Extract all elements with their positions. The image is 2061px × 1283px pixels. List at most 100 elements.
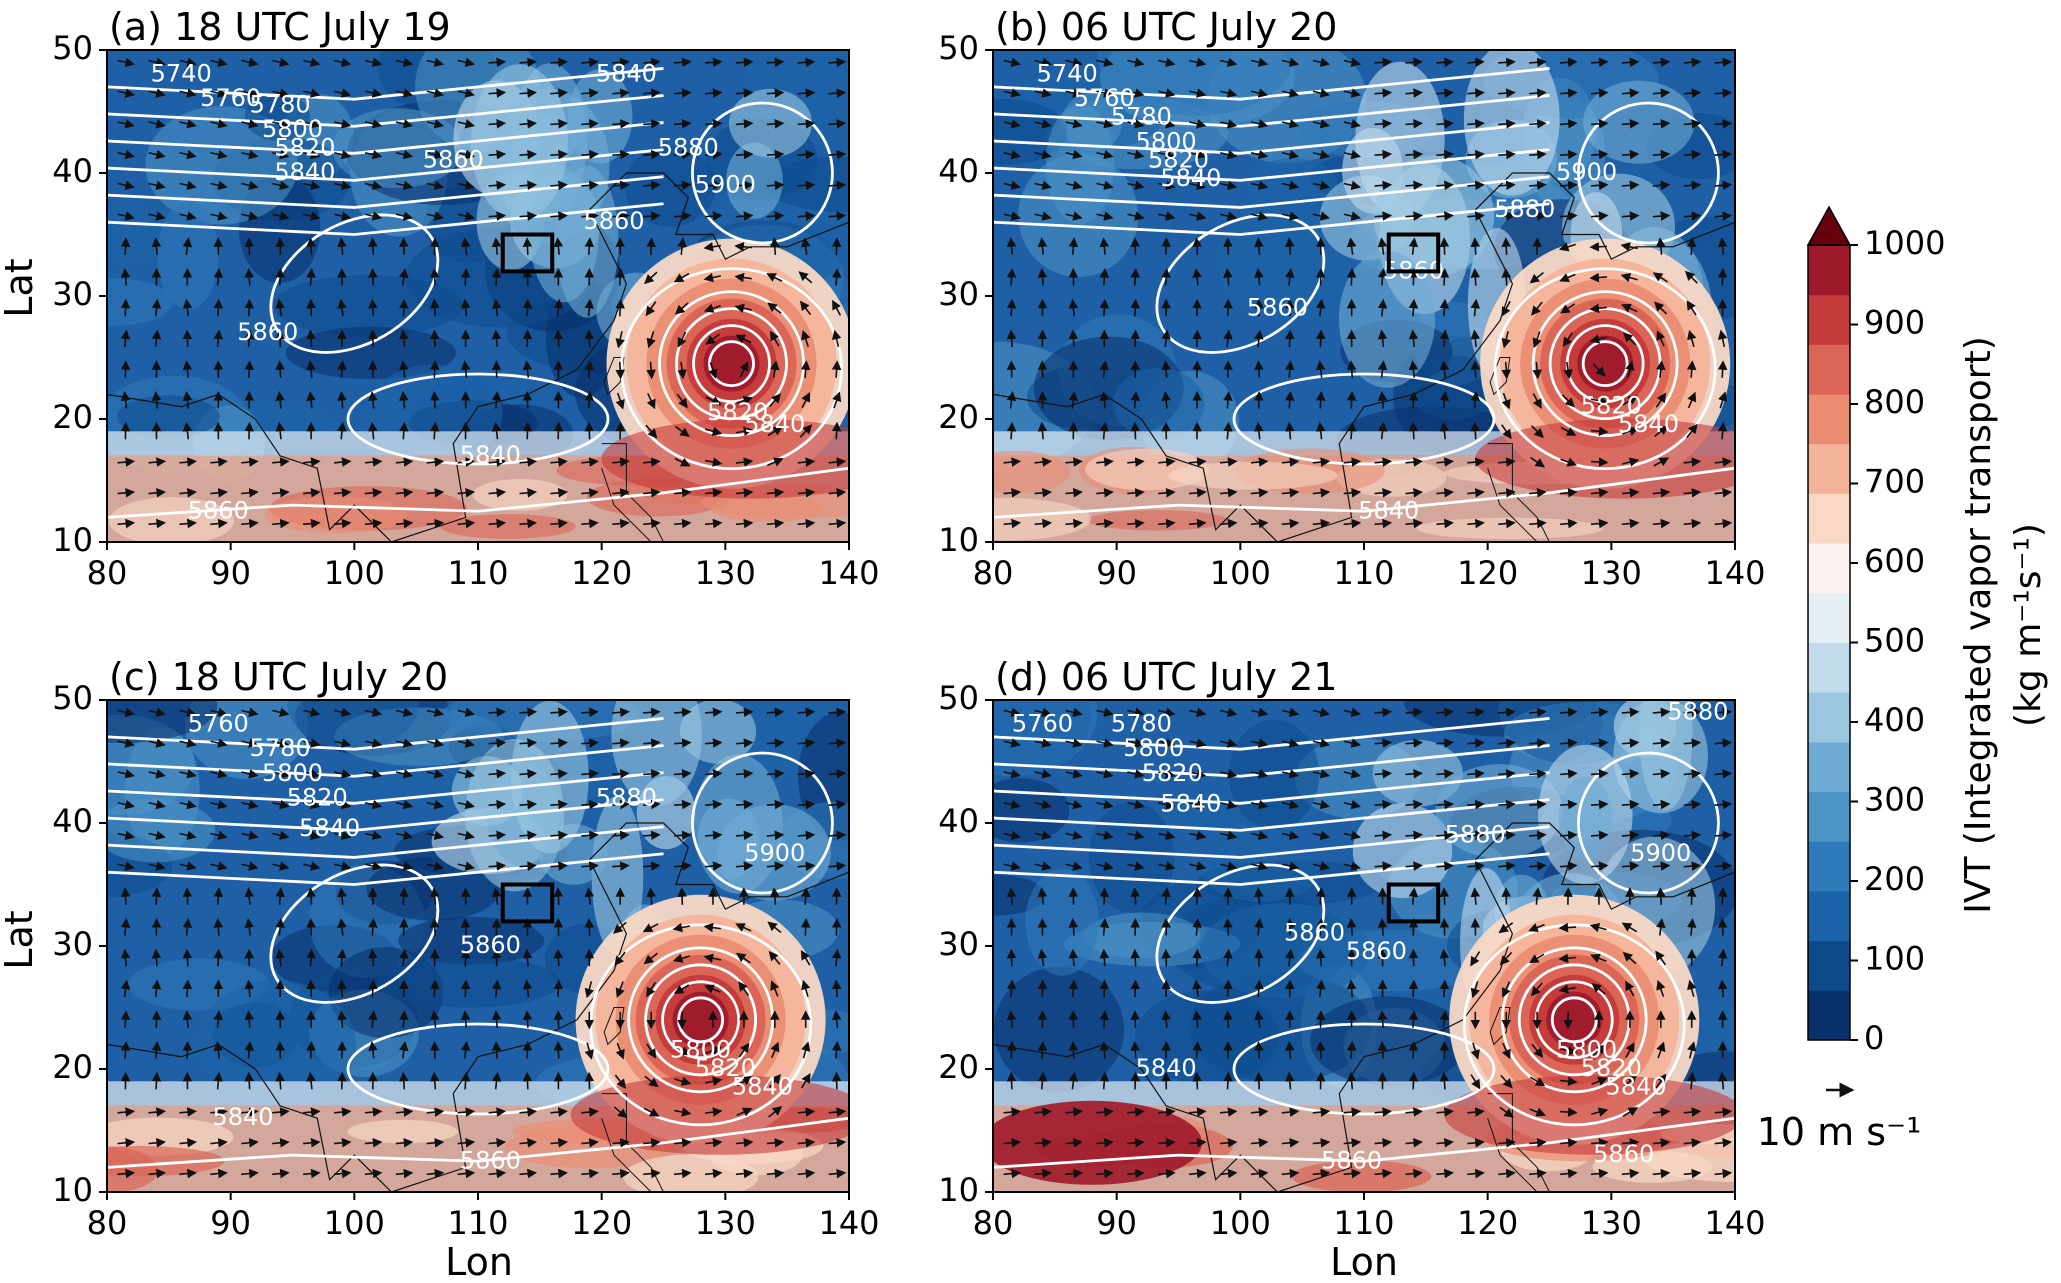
wind-vector <box>457 119 475 129</box>
wind-vector <box>272 57 290 67</box>
wind-vector <box>1096 180 1114 190</box>
colorbar: 0 100 200 300 400 500 600 700 800 900 1000 <box>1806 205 1945 1057</box>
wind-vector <box>1501 392 1511 410</box>
wind-vector <box>1439 267 1450 286</box>
wind-vector <box>241 88 259 98</box>
wind-vector <box>612 488 630 498</box>
wind-vector <box>1219 88 1238 98</box>
wind-vector <box>1343 149 1361 160</box>
wind-vector <box>1285 360 1295 378</box>
target-region-box <box>500 232 555 274</box>
wind-vector <box>522 298 533 317</box>
height-contour <box>993 148 1550 182</box>
wind-vector <box>1436 119 1454 129</box>
colorbar-segment <box>1808 245 1850 296</box>
wind-vector <box>674 119 692 129</box>
wind-vector <box>337 1010 347 1028</box>
wind-vector <box>306 887 316 905</box>
wind-vector <box>550 88 568 98</box>
wind-vector <box>117 57 135 67</box>
wind-vector <box>766 488 785 498</box>
wind-vector <box>1408 237 1419 255</box>
wind-vector <box>1285 268 1295 286</box>
wind-vector <box>1656 237 1666 255</box>
ivt-blob <box>244 93 311 141</box>
ivt-blob <box>1113 367 1205 440</box>
wind-vector <box>581 457 599 467</box>
wind-vector <box>798 271 813 284</box>
ivt-blob <box>285 326 457 380</box>
wind-vector <box>1254 360 1264 378</box>
wind-vector <box>1531 301 1543 316</box>
wind-vector <box>491 298 502 317</box>
wind-vector <box>1687 329 1697 347</box>
wind-vector <box>244 298 255 317</box>
wind-vector <box>148 57 166 67</box>
wind-vector <box>1467 211 1485 221</box>
wind-vector <box>368 917 378 936</box>
wind-vector <box>646 392 656 410</box>
wind-vector <box>1501 361 1512 380</box>
wind-vector <box>612 57 630 68</box>
wind-vector <box>333 88 352 98</box>
wind-vector <box>1622 426 1639 436</box>
wind-vector <box>1377 390 1388 409</box>
wind-vector <box>1096 57 1114 67</box>
wind-vector <box>1312 211 1331 221</box>
wind-vector <box>1683 119 1702 129</box>
wind-vector <box>399 421 409 440</box>
wind-vector <box>1501 331 1511 349</box>
wind-vector <box>1254 267 1264 286</box>
wind-vector <box>1223 267 1233 286</box>
wind-vector <box>1130 237 1141 255</box>
wind-vector <box>797 88 816 98</box>
wind-vector <box>1158 119 1176 129</box>
y-tick-label: 20 <box>938 398 979 436</box>
wind-vector <box>460 979 471 998</box>
wind-vector <box>676 393 688 409</box>
wind-vector <box>1560 457 1578 467</box>
wind-vector <box>581 88 599 98</box>
wind-vector <box>457 149 475 160</box>
wind-vector <box>1006 329 1017 348</box>
y-tick-label: 40 <box>938 152 979 190</box>
wind-vector <box>491 329 502 348</box>
wind-vector <box>645 301 657 317</box>
wind-vector <box>1560 211 1578 221</box>
wind-vector <box>1467 518 1485 529</box>
wind-vector <box>1590 180 1609 191</box>
wind-vector <box>1405 57 1424 68</box>
wind-vector <box>1250 57 1269 67</box>
wind-vector <box>303 149 321 160</box>
wind-vector <box>395 518 414 529</box>
wind-vector <box>1529 57 1547 68</box>
wind-vector <box>828 149 847 160</box>
wind-vector <box>703 303 721 313</box>
wind-vector <box>800 237 811 255</box>
wind-vector <box>1189 119 1207 129</box>
wind-vector <box>117 211 135 221</box>
wind-vector <box>1652 180 1671 191</box>
wind-vector <box>210 149 228 160</box>
wind-vector <box>1686 360 1697 378</box>
wind-vector <box>584 360 595 378</box>
wind-vector <box>1714 180 1733 191</box>
wind-vector <box>1099 1040 1110 1059</box>
wind-vector <box>674 180 692 191</box>
wind-vector <box>1096 211 1114 221</box>
wind-vector <box>1498 180 1516 191</box>
wind-vector <box>832 391 842 409</box>
wind-vector <box>831 267 842 286</box>
height-contour <box>107 1116 849 1169</box>
wind-vector <box>1189 149 1207 160</box>
wind-vector <box>460 360 471 378</box>
wind-vector <box>1343 180 1361 190</box>
wind-vector <box>1223 1071 1233 1090</box>
wind-vector <box>766 57 785 68</box>
wind-vector <box>426 518 445 529</box>
wind-vector <box>426 211 445 221</box>
wind-vector <box>1408 1010 1419 1028</box>
wind-vector <box>1498 149 1516 160</box>
wind-vector <box>1501 424 1512 440</box>
wind-vector <box>1683 57 1702 68</box>
